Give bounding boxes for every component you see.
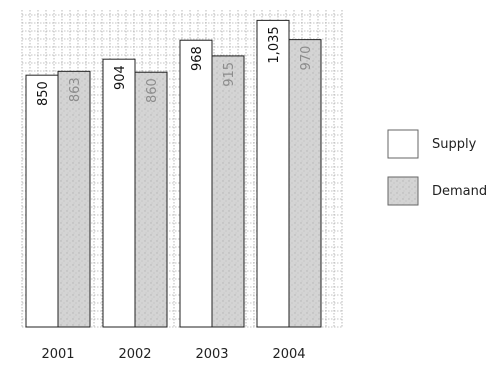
bar-demand-2002 [134, 71, 168, 328]
bar-demand-2004 [288, 39, 322, 328]
value-label-demand-2004: 970 [299, 46, 314, 71]
bar-demand-2001 [57, 70, 91, 328]
bar-supply-2004 [256, 19, 290, 328]
legend: Supply Demand [387, 129, 487, 206]
legend-swatch-demand [387, 176, 419, 206]
legend-label-demand: Demand [432, 184, 487, 199]
value-label-supply-2003: 968 [190, 46, 205, 71]
bar-supply-2001 [25, 74, 59, 328]
value-label-demand-2003: 915 [222, 62, 237, 87]
value-label-supply-2004: 1,035 [267, 26, 282, 63]
value-label-supply-2002: 904 [113, 65, 128, 90]
x-tick-label-2004: 2004 [272, 347, 305, 362]
value-label-demand-2002: 860 [145, 78, 160, 103]
x-tick-label-2002: 2002 [118, 347, 151, 362]
bars [25, 19, 322, 328]
value-label-demand-2001: 863 [68, 77, 83, 102]
bar-supply-2002 [102, 58, 136, 328]
x-tick-label-2001: 2001 [41, 347, 74, 362]
value-label-supply-2001: 850 [36, 81, 51, 106]
legend-label-supply: Supply [432, 137, 477, 152]
legend-swatch-supply [387, 129, 419, 159]
x-axis: 2001 2002 2003 2004 [41, 347, 305, 362]
x-tick-label-2003: 2003 [195, 347, 228, 362]
bar-demand-2003 [211, 55, 245, 328]
value-labels: 850 863 904 860 968 915 1,035 970 [36, 26, 314, 106]
bar-supply-2003 [179, 39, 213, 328]
